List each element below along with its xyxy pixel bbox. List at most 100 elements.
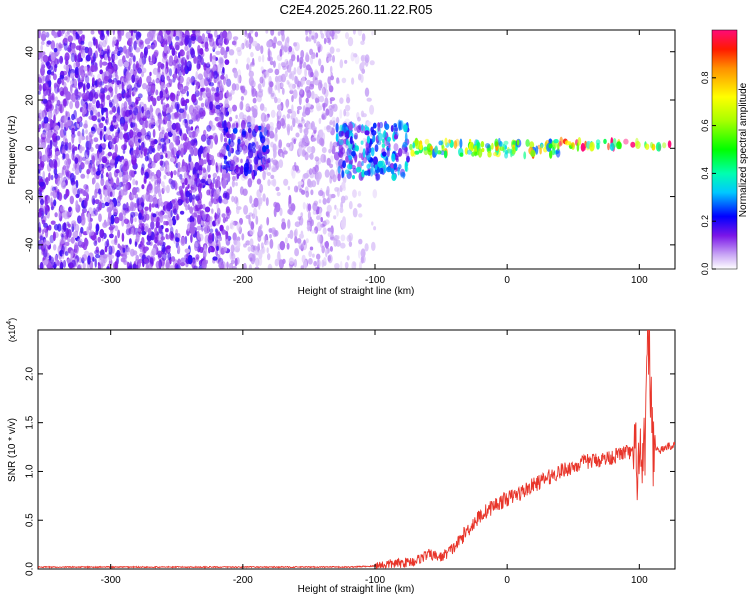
heatmap-cell: [195, 85, 199, 94]
heatmap-cell: [448, 139, 451, 144]
heatmap-cell: [130, 37, 133, 43]
heatmap-cell: [196, 55, 201, 64]
heatmap-cell: [321, 147, 327, 154]
heatmap-cell: [160, 181, 165, 187]
heatmap-cell: [346, 97, 351, 104]
heatmap-cell: [88, 90, 94, 101]
x-tick-label: 0: [504, 575, 510, 586]
heatmap-cell: [340, 195, 346, 204]
heatmap-cell: [168, 78, 173, 85]
heatmap-cell: [443, 150, 448, 159]
heatmap-cell: [98, 81, 104, 86]
heatmap-cell: [117, 33, 122, 42]
heatmap-cell: [357, 203, 362, 208]
heatmap-cell: [236, 207, 240, 215]
heatmap-cell: [83, 123, 88, 129]
heatmap-cell: [114, 84, 118, 95]
heatmap-cell: [305, 30, 308, 36]
heatmap-cell: [284, 70, 288, 78]
heatmap-cell: [330, 193, 336, 199]
heatmap-cell: [114, 144, 118, 154]
heatmap-cell: [232, 232, 237, 242]
heatmap-cell: [81, 135, 86, 140]
heatmap-cell: [91, 104, 97, 112]
heatmap-cell: [50, 71, 55, 76]
heatmap-cell: [77, 30, 83, 35]
heatmap-cell: [216, 245, 219, 251]
heatmap-cell: [139, 246, 143, 253]
heatmap-cell: [98, 257, 104, 264]
heatmap-cell: [371, 31, 374, 36]
heatmap-cell: [305, 64, 311, 71]
heatmap-cell: [293, 138, 297, 145]
heatmap-cell: [54, 107, 60, 115]
heatmap-cell: [63, 37, 68, 43]
heatmap-cell: [132, 63, 136, 72]
heatmap-cell: [157, 233, 164, 243]
heatmap-cell: [346, 235, 352, 242]
heatmap-cell: [143, 258, 149, 264]
heatmap-cell: [94, 199, 100, 205]
heatmap-cell: [53, 48, 58, 53]
heatmap-cell: [276, 191, 281, 197]
heatmap-cell: [525, 139, 530, 147]
heatmap-cell: [131, 202, 137, 212]
heatmap-cell: [214, 214, 220, 220]
heatmap-cell: [222, 217, 226, 224]
heatmap-cell: [161, 143, 165, 153]
heatmap-cell: [269, 81, 274, 88]
heatmap-cell: [212, 132, 218, 142]
heatmap-cell: [366, 121, 372, 126]
heatmap-cell: [225, 111, 230, 116]
heatmap-cell: [84, 239, 89, 247]
heatmap-cell: [273, 149, 277, 158]
heatmap-cell: [38, 208, 42, 214]
heatmap-cell: [319, 95, 325, 103]
heatmap-cell: [74, 100, 80, 109]
heatmap-cell: [330, 155, 334, 163]
heatmap-cell: [174, 135, 180, 146]
heatmap-cell: [322, 198, 327, 205]
heatmap-cell: [377, 160, 384, 167]
heatmap-cell: [146, 241, 151, 246]
heatmap-cell: [275, 127, 278, 134]
heatmap-cell: [209, 52, 213, 63]
heatmap-cell: [156, 217, 160, 222]
heatmap-cell: [92, 162, 96, 173]
heatmap-cell: [54, 96, 59, 102]
heatmap-cell: [160, 236, 165, 241]
heatmap-cell: [63, 115, 68, 124]
heatmap-cell: [233, 239, 238, 246]
heatmap-cell: [320, 217, 324, 223]
heatmap-cell: [141, 184, 145, 190]
heatmap-cell: [323, 37, 327, 45]
heatmap-cell: [348, 123, 353, 131]
heatmap-cell: [258, 88, 264, 93]
heatmap-region: [227, 30, 338, 269]
heatmap-cell: [64, 251, 69, 256]
heatmap-cell: [187, 163, 191, 173]
heatmap-cell: [477, 148, 483, 158]
heatmap-cell: [45, 61, 50, 67]
heatmap-cell: [215, 230, 221, 236]
snr-x-axis-label: Height of straight line (km): [298, 584, 415, 595]
heatmap-cell: [53, 31, 58, 39]
heatmap-cell: [342, 160, 346, 169]
heatmap-cell: [371, 221, 374, 226]
heatmap-cell: [175, 237, 180, 243]
heatmap-cell: [38, 90, 41, 95]
heatmap-cell: [108, 226, 115, 231]
heatmap-cell: [178, 167, 183, 173]
heatmap-cell: [180, 59, 184, 66]
heatmap-cell: [154, 203, 159, 208]
heatmap-cell: [64, 144, 68, 151]
heatmap-cell: [155, 89, 159, 96]
heatmap-cell: [313, 200, 319, 206]
heatmap-cell: [155, 260, 162, 269]
heatmap-cell: [166, 234, 170, 240]
heatmap-cell: [57, 30, 62, 38]
heatmap-cell: [224, 50, 228, 59]
heatmap-cell: [311, 90, 315, 100]
heatmap-cell: [303, 172, 309, 179]
heatmap-cell: [444, 137, 448, 146]
